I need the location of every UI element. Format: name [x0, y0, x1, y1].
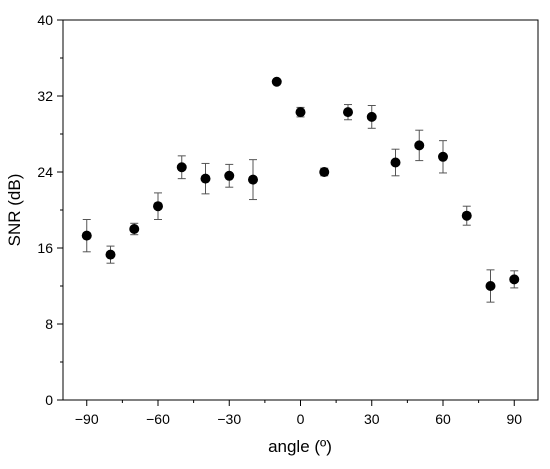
data-point [343, 104, 353, 121]
x-tick-label: −30 [217, 411, 241, 427]
y-tick-label: 24 [37, 164, 53, 180]
point-marker [438, 151, 448, 162]
point-marker [271, 76, 282, 87]
axis-ticks: −90 −60 −30 0 30 60 90 0 8 16 24 32 40 [37, 12, 522, 427]
data-point [176, 155, 187, 180]
y-tick-label: 0 [45, 392, 53, 408]
y-tick-label: 40 [37, 12, 53, 28]
x-tick-label: 0 [297, 411, 305, 427]
point-marker [129, 224, 140, 234]
point-marker [153, 201, 163, 212]
data-point [295, 106, 306, 118]
point-marker [461, 210, 472, 221]
data-point [390, 148, 401, 177]
point-marker [485, 281, 496, 291]
data-point [105, 245, 116, 264]
data-point [153, 192, 163, 220]
point-marker [248, 174, 258, 185]
point-marker [176, 162, 187, 173]
point-marker [390, 157, 401, 168]
x-tick-label: 60 [435, 411, 451, 427]
data-points [81, 76, 520, 303]
data-point [200, 162, 211, 195]
data-point [81, 219, 92, 253]
y-tick-label: 16 [37, 240, 53, 256]
point-marker [414, 140, 425, 151]
y-tick-label: 8 [45, 316, 53, 332]
point-marker [224, 170, 235, 181]
data-point [129, 222, 140, 236]
x-axis-title: angle (º) [268, 437, 332, 456]
point-marker [105, 249, 116, 260]
data-point [438, 140, 448, 174]
point-marker [319, 167, 330, 177]
point-marker [343, 107, 353, 118]
data-point [509, 270, 520, 289]
data-point [271, 76, 282, 87]
x-tick-label: 90 [506, 411, 522, 427]
data-point [224, 163, 235, 188]
point-marker [81, 230, 92, 241]
data-point [461, 205, 472, 226]
point-marker [366, 111, 377, 122]
data-point [319, 167, 330, 177]
point-marker [509, 274, 520, 285]
y-axis-title: SNR (dB) [5, 174, 24, 247]
x-tick-label: −60 [146, 411, 170, 427]
point-marker [200, 173, 211, 184]
data-point [485, 269, 496, 303]
data-point [414, 129, 425, 162]
point-marker [295, 107, 306, 118]
x-tick-label: −90 [75, 411, 99, 427]
data-point [248, 159, 258, 201]
data-point [366, 105, 377, 129]
y-tick-label: 32 [37, 88, 53, 104]
x-tick-label: 30 [364, 411, 380, 427]
